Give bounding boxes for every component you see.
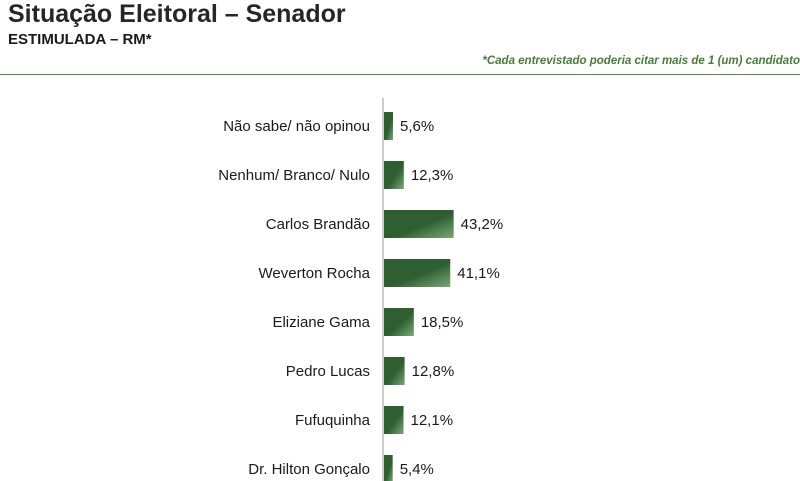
category-label: Pedro Lucas xyxy=(286,363,370,380)
category-label: Carlos Brandão xyxy=(266,216,370,233)
value-label: 41,1% xyxy=(457,265,500,282)
bar xyxy=(384,455,393,481)
category-label: Weverton Rocha xyxy=(259,265,371,282)
value-label: 12,3% xyxy=(411,167,454,184)
category-label: Fufuquinha xyxy=(295,412,371,429)
value-label: 12,8% xyxy=(412,363,455,380)
category-label: Dr. Hilton Gonçalo xyxy=(248,461,370,478)
category-label: Não sabe/ não opinou xyxy=(223,118,370,135)
header-divider xyxy=(0,74,800,75)
category-label: Eliziane Gama xyxy=(272,314,370,331)
footnote: *Cada entrevistado poderia citar mais de… xyxy=(482,55,800,67)
value-label: 5,4% xyxy=(400,461,434,478)
bar xyxy=(384,406,404,434)
value-label: 43,2% xyxy=(461,216,504,233)
page-subtitle: ESTIMULADA – RM* xyxy=(8,31,152,48)
bar xyxy=(384,357,405,385)
bar xyxy=(384,161,404,189)
bar xyxy=(384,308,414,336)
category-label: Nenhum/ Branco/ Nulo xyxy=(218,167,370,184)
value-label: 12,1% xyxy=(411,412,454,429)
bar xyxy=(384,210,454,238)
value-label: 5,6% xyxy=(400,118,434,135)
value-label: 18,5% xyxy=(421,314,464,331)
bar xyxy=(384,112,394,140)
bar xyxy=(384,259,451,287)
page-title: Situação Eleitoral – Senador xyxy=(8,0,346,28)
